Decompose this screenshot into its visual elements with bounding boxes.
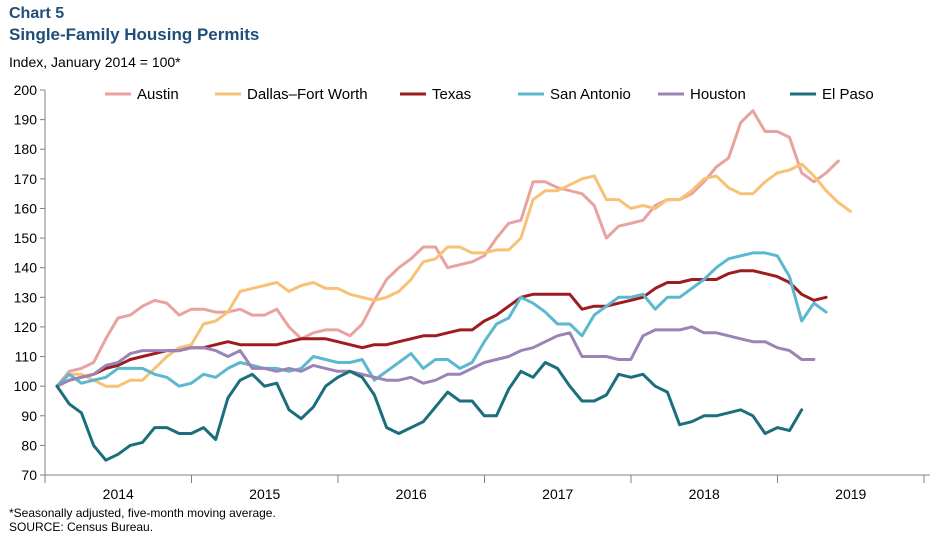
y-tick-label: 200 xyxy=(14,82,38,98)
y-tick-label: 120 xyxy=(14,319,38,335)
series-line-el-paso xyxy=(55,361,804,462)
x-tick-label: 2019 xyxy=(835,486,866,502)
source-note: SOURCE: Census Bureau. xyxy=(9,520,154,534)
y-tick-label: 90 xyxy=(21,408,37,424)
y-tick-label: 80 xyxy=(21,437,37,453)
legend-label: Texas xyxy=(432,86,471,103)
series-line-san-antonio xyxy=(55,251,828,388)
y-tick-label: 170 xyxy=(14,171,38,187)
legend-label: Houston xyxy=(690,86,746,103)
x-tick-label: 2017 xyxy=(542,486,573,502)
y-tick-label: 130 xyxy=(14,289,38,305)
chart-title: Single-Family Housing Permits xyxy=(9,25,260,44)
legend-label: Dallas–Fort Worth xyxy=(247,86,368,103)
series-line-houston xyxy=(55,325,816,388)
legend-label: San Antonio xyxy=(550,86,631,103)
y-tick-label: 180 xyxy=(14,141,38,157)
y-tick-label: 190 xyxy=(14,112,38,128)
x-tick-label: 2018 xyxy=(689,486,720,502)
x-tick-label: 2015 xyxy=(249,486,280,502)
y-tick-label: 110 xyxy=(15,349,38,365)
legend-label: El Paso xyxy=(822,86,874,103)
x-tick-label: 2014 xyxy=(103,486,134,502)
legend-label: Austin xyxy=(137,86,179,103)
y-tick-label: 140 xyxy=(14,260,38,276)
chart-number-label: Chart 5 xyxy=(9,5,65,22)
y-tick-label: 160 xyxy=(14,200,38,216)
y-axis-label: Index, January 2014 = 100* xyxy=(9,54,181,70)
series-line-texas xyxy=(55,269,828,388)
y-tick-label: 150 xyxy=(14,230,38,246)
footnote: *Seasonally adjusted, five-month moving … xyxy=(9,506,276,520)
y-tick-label: 100 xyxy=(14,378,38,394)
x-tick-label: 2016 xyxy=(396,486,427,502)
y-tick-label: 70 xyxy=(21,467,37,483)
series-line-dallas-fort-worth xyxy=(55,162,852,388)
